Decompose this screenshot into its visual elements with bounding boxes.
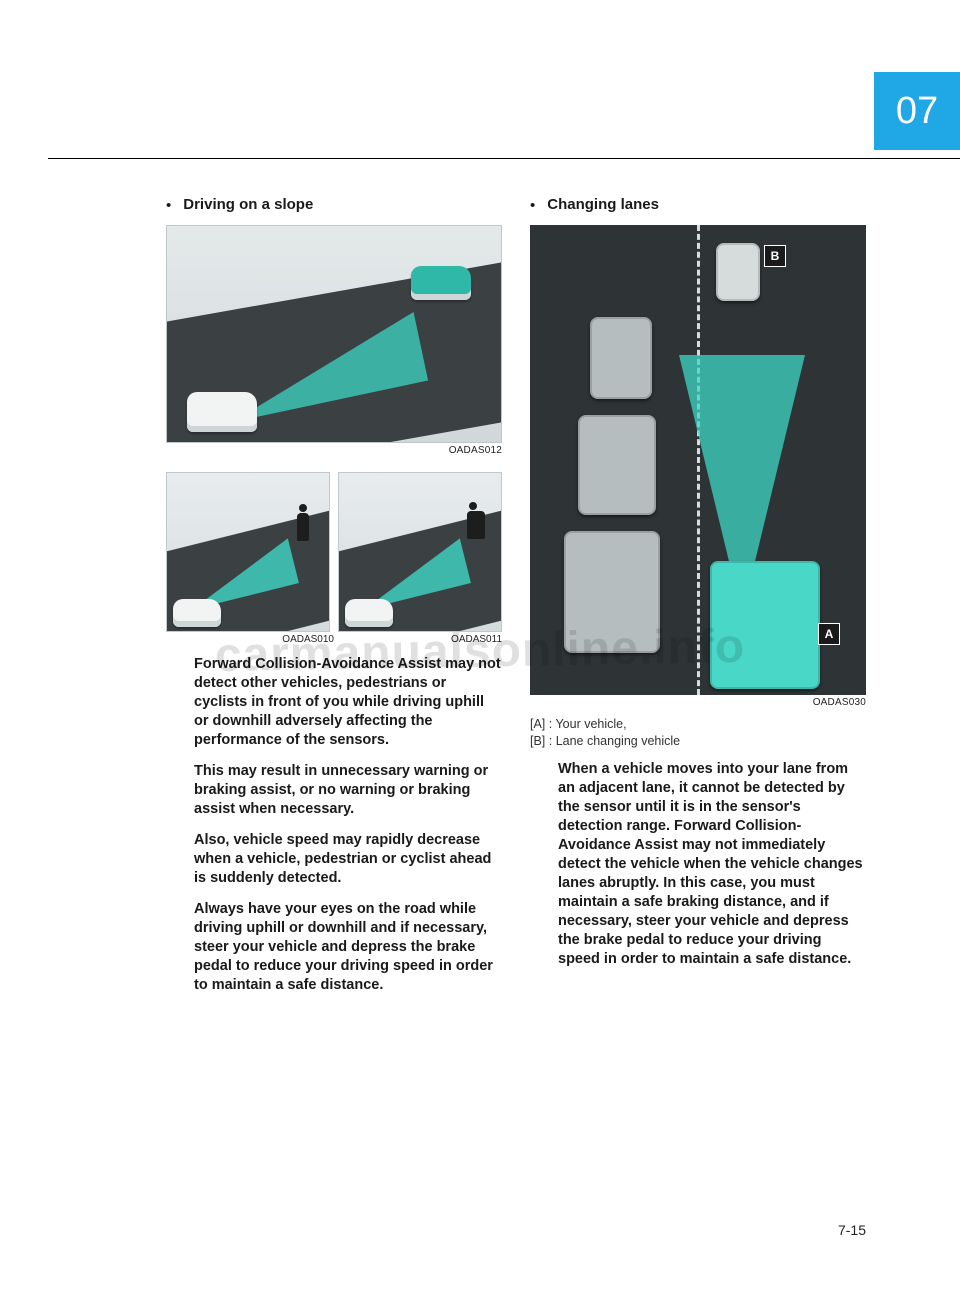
slope-cyclist-illustration (338, 472, 502, 632)
lane-illustration: B A (530, 225, 866, 695)
cyclist-icon (467, 511, 485, 539)
your-vehicle-icon (345, 599, 393, 627)
left-para-1: Forward Collision-Avoidance Assist may n… (194, 655, 502, 750)
caption-lane: OADAS030 (530, 697, 866, 708)
bullet-icon: • (166, 196, 171, 215)
left-heading-row: • Driving on a slope (166, 196, 502, 215)
chapter-tab: 07 (874, 72, 960, 150)
bullet-icon: • (530, 196, 535, 215)
left-column: • Driving on a slope OADAS012 (166, 196, 502, 1007)
your-vehicle-icon (187, 392, 257, 432)
traffic-vehicle-icon (564, 531, 660, 653)
caption-pair: OADAS010 OADAS011 (166, 634, 502, 645)
left-para-3: Also, vehicle speed may rapidly decrease… (194, 831, 502, 888)
caption-large: OADAS012 (166, 445, 502, 456)
traffic-vehicle-icon (578, 415, 656, 515)
slope-pedestrian-illustration (166, 472, 330, 632)
figure-lane: B A OADAS030 (530, 225, 866, 708)
marker-b: B (764, 245, 786, 267)
right-heading-row: • Changing lanes (530, 196, 866, 215)
legend-a: [A] : Your vehicle, (530, 716, 866, 733)
figure-legend: [A] : Your vehicle, [B] : Lane changing … (530, 716, 866, 750)
slope-illustration-large (166, 225, 502, 443)
header-rule (48, 158, 960, 159)
right-heading: Changing lanes (547, 196, 659, 213)
vehicle-a-icon (710, 561, 820, 689)
figure-slope-pair (166, 472, 502, 632)
page-number: 7-15 (838, 1222, 866, 1238)
left-para-2: This may result in unnecessary warning o… (194, 762, 502, 819)
legend-b: [B] : Lane changing vehicle (530, 733, 866, 750)
left-heading: Driving on a slope (183, 196, 313, 213)
marker-a: A (818, 623, 840, 645)
right-body: When a vehicle moves into your lane from… (558, 760, 866, 969)
chapter-number: 07 (896, 90, 938, 133)
right-para: When a vehicle moves into your lane from… (558, 760, 866, 969)
pedestrian-icon (297, 513, 309, 541)
target-vehicle-icon (411, 266, 471, 300)
caption-small-right: OADAS011 (334, 634, 502, 645)
caption-small-left: OADAS010 (166, 634, 334, 645)
traffic-vehicle-icon (590, 317, 652, 399)
figure-slope-large: OADAS012 (166, 225, 502, 456)
left-body: Forward Collision-Avoidance Assist may n… (194, 655, 502, 995)
left-para-4: Always have your eyes on the road while … (194, 900, 502, 995)
page-content: • Driving on a slope OADAS012 (166, 196, 866, 1007)
your-vehicle-icon (173, 599, 221, 627)
vehicle-b-icon (716, 243, 760, 301)
right-column: • Changing lanes B A OADAS030 [A] : Your (530, 196, 866, 1007)
